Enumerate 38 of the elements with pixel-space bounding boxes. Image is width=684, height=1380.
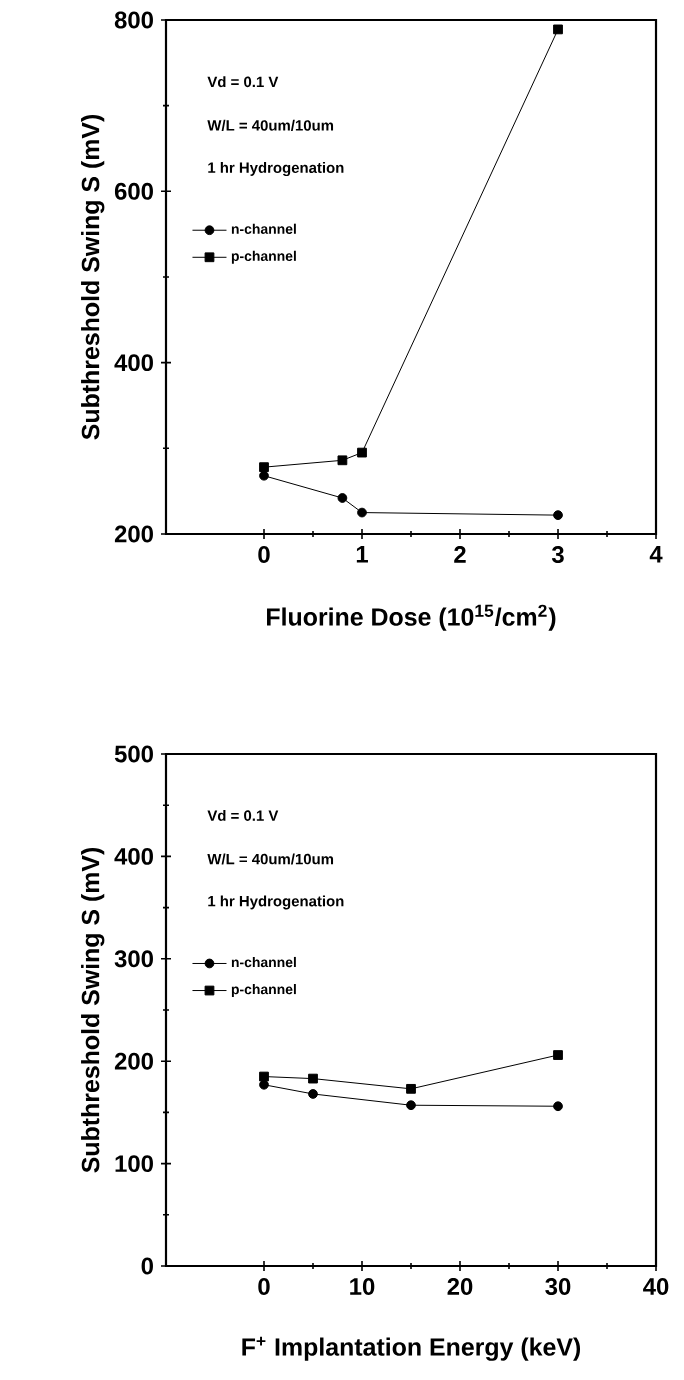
x-tick-label: 10 [350, 1278, 375, 1295]
point [308, 1073, 318, 1084]
y-tick-label: 100 [115, 1155, 153, 1173]
point [308, 1089, 318, 1099]
x-axis-title: F$^{+}$ Implantation Energy (keV) [242, 1336, 581, 1361]
y-tick-label: 500 [114, 745, 153, 763]
point [337, 455, 348, 466]
y-tick-label: 400 [114, 847, 153, 865]
x-tick-label: 4 [649, 546, 663, 563]
y-tick-label: 0 [141, 1257, 153, 1275]
y-tick-label: 800 [114, 11, 153, 29]
x-tick-label: 0 [258, 1278, 270, 1295]
point [259, 462, 269, 473]
y-tick-label: 300 [114, 950, 153, 968]
x-tick-label: 2 [454, 546, 466, 563]
point [553, 1050, 563, 1060]
point [357, 447, 367, 458]
x-tick-label: 30 [545, 1278, 571, 1296]
point [357, 507, 367, 518]
y-axis-title: Subthreshold Swing S (mV) [81, 114, 105, 440]
point [337, 493, 348, 503]
y-tick-label: 600 [114, 182, 153, 200]
x-tick-label: 1 [356, 546, 368, 563]
y-tick-label: 200 [114, 1052, 153, 1070]
x-tick-label: 3 [551, 546, 564, 563]
y-tick-label: 400 [114, 354, 153, 372]
point [406, 1100, 416, 1111]
x-tick-label: 0 [258, 546, 270, 563]
x-tick-label: 20 [447, 1278, 473, 1295]
x-axis-title: Fluorine Dose (10$^{15}$/cm$^{2}$) [267, 604, 556, 631]
y-tick-label: 200 [114, 525, 153, 543]
y-axis-title: Subthreshold Swing S (mV) [81, 847, 105, 1173]
point [553, 1101, 563, 1112]
point [553, 510, 563, 521]
point [553, 24, 563, 35]
x-tick-label: 40 [643, 1278, 669, 1295]
point [259, 1071, 269, 1082]
point [406, 1083, 416, 1094]
